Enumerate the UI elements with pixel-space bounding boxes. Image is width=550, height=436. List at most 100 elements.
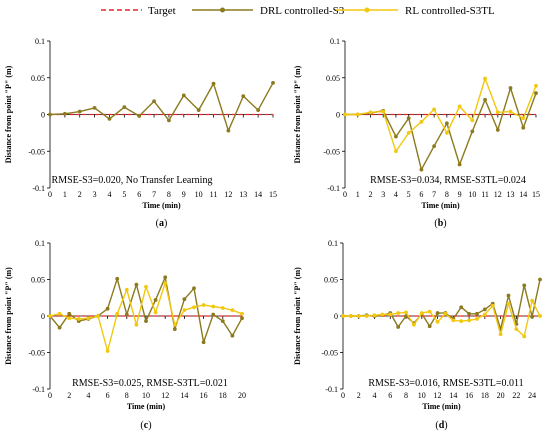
data-point — [522, 334, 527, 339]
data-point — [457, 104, 462, 109]
rmse-annotation: RMSE-S3=0.020, No Transfer Learning — [52, 175, 213, 186]
legend-swatch-marker — [220, 7, 225, 13]
y-tick-label: 0 — [41, 312, 45, 321]
data-point — [372, 313, 377, 318]
data-point — [152, 99, 156, 104]
data-point — [419, 311, 424, 315]
panel-label-open: ( — [435, 420, 439, 431]
x-tick-label: 18 — [219, 391, 227, 400]
x-tick-label: 4 — [107, 190, 111, 199]
data-point — [92, 105, 97, 110]
data-point — [506, 301, 511, 306]
series-line — [345, 77, 537, 153]
data-point — [201, 340, 206, 345]
data-point — [62, 111, 67, 116]
series-drl-controlled-s3 — [48, 275, 244, 345]
y-tick-label: 0.1 — [330, 37, 340, 46]
data-point — [530, 314, 535, 319]
y-axis-label: Distance from point "P" (m) — [4, 267, 13, 365]
x-tick-label: 6 — [388, 391, 392, 400]
data-point — [348, 314, 353, 318]
x-tick-label: 7 — [432, 190, 436, 199]
rmse-annotation: RMSE-S3=0.016, RMSE-S3TL=0.011 — [368, 378, 523, 389]
data-point — [364, 314, 369, 318]
x-tick-label: 6 — [137, 190, 141, 199]
y-tick-label: 0.1 — [35, 37, 45, 46]
data-point — [495, 128, 500, 132]
x-tick-label: 0 — [48, 391, 52, 400]
data-point — [105, 349, 110, 353]
x-tick-label: 4 — [86, 391, 90, 400]
data-point — [406, 130, 411, 135]
data-point — [396, 325, 401, 329]
panel-label: (c) — [140, 420, 151, 431]
panel-label-letter: a — [159, 218, 164, 229]
data-point — [211, 81, 216, 86]
data-point — [498, 332, 503, 337]
data-point — [432, 107, 437, 112]
x-axis-label: Time (min) — [142, 201, 181, 210]
data-point — [256, 108, 261, 112]
x-tick-label: 14 — [519, 190, 527, 199]
rmse-annotation: RMSE-S3=0.025, RMSE-S3TL=0.021 — [72, 378, 228, 389]
data-point — [534, 91, 538, 96]
x-tick-label: 8 — [404, 391, 408, 400]
x-tick-label: 2 — [357, 391, 361, 400]
data-point — [172, 327, 177, 332]
data-point — [211, 304, 216, 309]
series-drl-controlled-s3 — [343, 86, 538, 172]
x-tick-label: 6 — [419, 190, 423, 199]
data-point — [201, 303, 206, 307]
legend-label: Target — [148, 5, 176, 17]
y-axis-label: Distance from point "P" (m) — [293, 65, 302, 163]
x-tick-label: 16 — [200, 391, 208, 400]
y-tick-label: -0.1 — [325, 385, 338, 394]
data-point — [96, 314, 100, 318]
series-drl-controlled-s3 — [341, 277, 542, 332]
x-tick-label: 10 — [468, 190, 476, 199]
data-point — [412, 322, 416, 327]
x-tick-label: 11 — [210, 190, 218, 199]
x-axis-label: Time (min) — [127, 402, 166, 411]
data-point — [230, 333, 235, 338]
x-tick-label: 15 — [532, 190, 540, 199]
legend-item-0: Target — [101, 5, 176, 17]
x-tick-label: 14 — [449, 391, 457, 400]
chart-panel-a: 0.10.050-0.05-0.10 1 2 3 4 5 6 7 8 9 10 11 12 13 14 15T… — [4, 37, 277, 229]
x-tick-label: 7 — [152, 190, 156, 199]
data-point — [341, 314, 345, 318]
data-point — [241, 94, 246, 99]
x-tick-label: 5 — [122, 190, 126, 199]
data-point — [538, 314, 542, 318]
x-tick-label: 16 — [465, 391, 473, 400]
data-point — [57, 325, 62, 330]
y-axis-label: Distance from point "P" (m) — [293, 267, 302, 365]
panel-label-open: ( — [434, 218, 438, 229]
data-point — [220, 319, 225, 324]
x-tick-label: 10 — [418, 391, 426, 400]
data-point — [467, 318, 471, 323]
data-point — [427, 324, 432, 329]
data-point — [483, 97, 487, 102]
data-point — [534, 83, 538, 88]
data-point — [495, 110, 500, 115]
x-tick-label: 22 — [512, 391, 520, 400]
data-point — [163, 275, 168, 280]
data-point — [406, 116, 411, 121]
data-point — [482, 312, 487, 317]
legend-label: DRL controlled-S3 — [260, 5, 345, 17]
data-point — [435, 319, 440, 324]
data-point — [457, 162, 462, 167]
legend-swatch-marker — [364, 7, 370, 13]
x-tick-label: 5 — [407, 190, 411, 199]
data-point — [404, 310, 408, 315]
data-point — [432, 144, 437, 149]
y-tick-label: -0.05 — [323, 147, 340, 156]
data-point — [107, 117, 112, 121]
x-tick-label: 9 — [458, 190, 462, 199]
data-point — [144, 319, 148, 324]
x-tick-label: 24 — [528, 391, 536, 400]
data-point — [444, 121, 449, 126]
